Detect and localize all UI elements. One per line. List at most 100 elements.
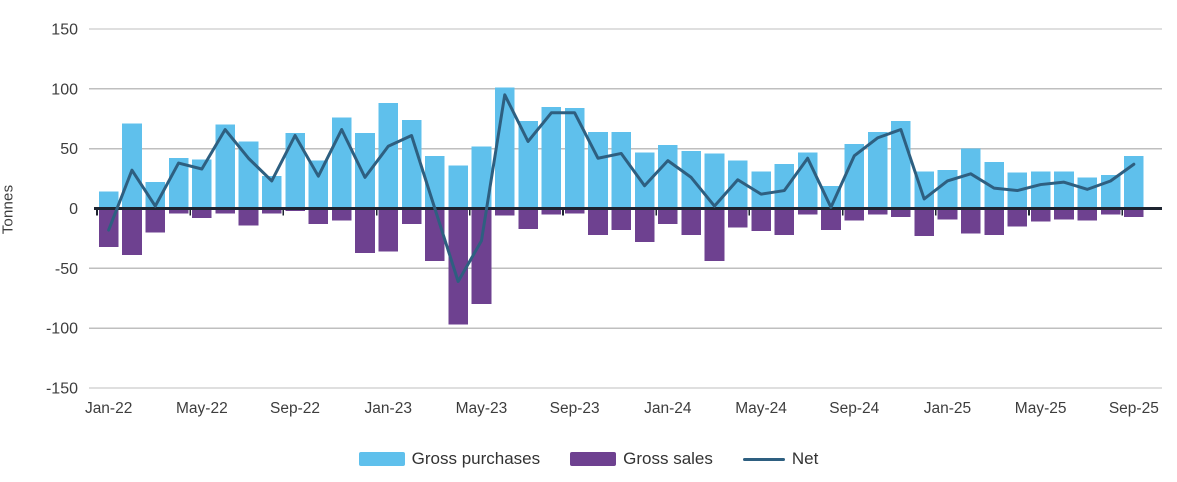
x-tick-label: Sep-22 <box>270 400 320 417</box>
bar-gross-purchases <box>1030 171 1051 209</box>
bar-gross-purchases <box>984 161 1004 209</box>
x-tick-label: May-23 <box>456 400 508 417</box>
bar-gross-sales <box>494 208 515 216</box>
bar-gross-sales <box>821 208 841 231</box>
bar-gross-sales <box>541 208 562 215</box>
bar-gross-sales <box>308 208 329 225</box>
bar-gross-sales <box>168 208 189 214</box>
bar-gross-sales <box>378 208 399 252</box>
bar-gross-sales <box>1124 208 1144 217</box>
bar-gross-sales <box>261 208 282 214</box>
bar-gross-sales <box>238 208 259 226</box>
bar-gross-purchases <box>704 153 725 209</box>
legend-item-gross-purchases: Gross purchases <box>358 449 541 469</box>
bar-gross-purchases <box>937 170 958 209</box>
y-tick-label: 50 <box>60 141 78 158</box>
bar-gross-purchases <box>215 124 235 209</box>
y-axis-title: Tonnes <box>0 184 17 235</box>
bar-gross-purchases <box>261 176 282 209</box>
bar-gross-sales <box>727 208 748 228</box>
bar-gross-sales <box>588 208 608 235</box>
bar-gross-purchases <box>891 121 911 209</box>
x-tick-label: May-22 <box>176 400 228 417</box>
bar-gross-purchases <box>401 119 422 209</box>
bar-gross-sales <box>960 208 981 234</box>
net-line <box>107 93 1136 283</box>
x-tick-label: Sep-23 <box>550 400 600 417</box>
legend: Gross purchases Gross sales Net <box>0 449 1177 469</box>
bar-gross-purchases <box>471 146 492 209</box>
bar-gross-sales <box>145 208 166 233</box>
bar-gross-sales <box>1007 208 1028 227</box>
bar-gross-purchases <box>238 141 259 209</box>
bar-gross-purchases <box>192 159 212 209</box>
bar-gross-purchases <box>285 133 305 209</box>
bar-gross-purchases <box>774 164 795 209</box>
bar-gross-sales <box>844 208 865 221</box>
bar-gross-sales <box>704 208 725 262</box>
x-tick-label: Jan-24 <box>644 400 692 417</box>
bar-gross-purchases <box>844 143 865 209</box>
x-tick-label: May-25 <box>1015 400 1067 417</box>
bar-gross-purchases <box>355 133 375 209</box>
bar-gross-purchases <box>1077 177 1098 209</box>
x-tick-label: Jan-23 <box>365 400 412 417</box>
bar-gross-purchases <box>518 121 538 209</box>
bar-gross-purchases <box>658 145 678 209</box>
bar-gross-purchases <box>960 148 981 209</box>
bar-gross-sales <box>1077 208 1098 221</box>
bar-gross-sales <box>867 208 888 215</box>
bar-gross-sales <box>355 208 375 253</box>
bar-gross-purchases <box>564 107 585 209</box>
bar-gross-purchases <box>751 171 771 209</box>
bar-gross-purchases <box>145 182 166 209</box>
y-tick-label: 150 <box>51 22 78 39</box>
bar-gross-sales <box>914 208 934 237</box>
legend-label: Net <box>791 449 819 468</box>
net-line-swatch-icon <box>742 457 785 461</box>
bar-gross-purchases <box>122 123 142 209</box>
bar-gross-purchases <box>727 160 748 209</box>
x-tick-label: May-24 <box>735 400 787 417</box>
bar-gross-purchases <box>1054 171 1074 209</box>
bar-gross-sales <box>611 208 632 231</box>
legend-label: Gross sales <box>623 449 713 468</box>
bar-gross-sales <box>797 208 818 215</box>
legend-item-gross-sales: Gross sales <box>570 449 713 469</box>
bar-gross-purchases <box>681 151 701 209</box>
bar-gross-sales <box>681 208 701 235</box>
legend-item-net: Net <box>742 449 819 469</box>
y-tick-label: 0 <box>69 201 78 218</box>
bar-gross-purchases <box>308 160 329 209</box>
bar-gross-sales <box>1030 208 1051 222</box>
bar-gross-sales <box>984 208 1004 235</box>
bar-gross-sales <box>192 208 212 219</box>
bar-gross-sales <box>751 208 771 232</box>
bar-gross-sales <box>564 208 585 214</box>
bar-gross-sales <box>658 208 678 225</box>
bar-gross-sales <box>471 208 492 305</box>
y-tick-label: -100 <box>46 321 78 338</box>
bar-gross-sales <box>122 208 142 256</box>
y-tick-label: -50 <box>55 261 78 278</box>
bar-gross-sales <box>401 208 422 225</box>
bar-gross-purchases <box>634 152 655 209</box>
bar-gross-purchases <box>541 106 562 209</box>
x-tick-label: Sep-25 <box>1109 400 1159 417</box>
bar-gross-purchases <box>98 191 119 209</box>
bar-gross-sales <box>937 208 958 220</box>
bar-gross-sales <box>1100 208 1121 215</box>
bar-gross-sales <box>518 208 538 229</box>
bar-gross-purchases <box>821 185 841 209</box>
y-tick-label: -150 <box>46 381 78 398</box>
y-tick-label: 100 <box>51 81 78 98</box>
bar-gross-sales <box>891 208 911 217</box>
bar-gross-purchases <box>867 131 888 209</box>
legend-label: Gross purchases <box>411 449 541 468</box>
bar-gross-sales <box>1054 208 1074 220</box>
bar-gross-purchases <box>448 165 468 209</box>
bar-gross-sales <box>634 208 655 243</box>
x-tick-label: Jan-22 <box>85 400 132 417</box>
x-tick-label: Sep-24 <box>829 400 879 417</box>
